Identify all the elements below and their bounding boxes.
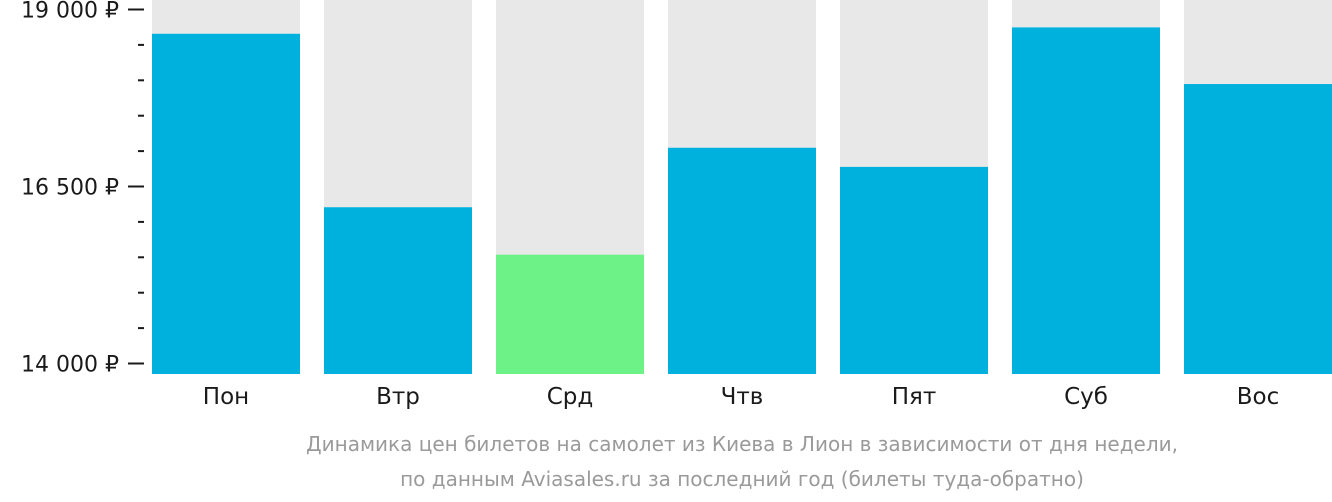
bar [1012,27,1160,375]
y-tick-label: 19 000 ₽ [21,0,119,24]
y-tick-label: 14 000 ₽ [21,353,119,378]
bar [324,207,472,374]
x-tick-label: Чтв [721,384,764,410]
bar [496,254,644,374]
x-tick-label: Втр [376,384,420,410]
bar [152,33,300,374]
bar [840,166,988,374]
chart-caption-line-1: Динамика цен билетов на самолет из Киева… [306,432,1178,456]
x-tick-label: Вос [1237,384,1280,410]
x-tick-label: Пон [203,384,249,410]
y-tick-label: 16 500 ₽ [21,176,119,201]
x-tick-label: Пят [892,384,937,410]
x-tick-label: Суб [1064,384,1108,410]
x-tick-label: Срд [547,384,594,410]
price-chart: Пон Втр Срд Чтв Пят Суб Вос 19 000 ₽ 16 500 ₽ 14 … [21,0,1332,410]
chart-caption-line-2: по данным Aviasales.ru за последний год … [400,467,1084,491]
bar [1184,84,1332,374]
bar [668,147,816,374]
